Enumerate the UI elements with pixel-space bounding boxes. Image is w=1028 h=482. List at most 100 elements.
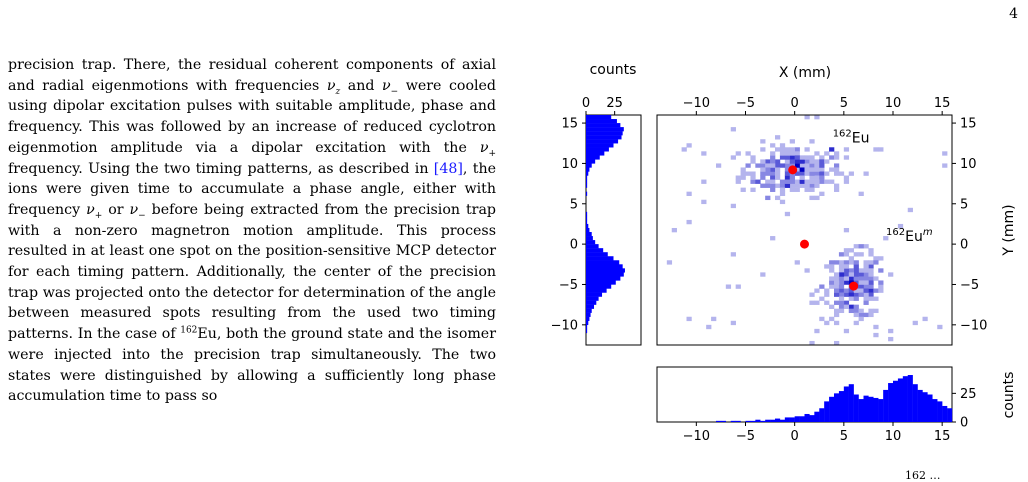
heatmap-cell [878,147,883,151]
heatmap-cell [873,325,878,329]
heatmap-cell [741,171,746,175]
heatmap-cell [775,176,780,180]
heatmap-cell [878,256,883,260]
heatmap-cell [750,171,755,175]
citation-link[interactable]: [48] [434,161,463,177]
x-tick-label-top: −10 [683,96,710,111]
heatmap-cell [814,171,819,175]
heatmap-cell [765,171,770,175]
heatmap-cell [859,244,864,248]
y-tick-label-right: −5 [960,278,979,293]
x-hist-bar [805,414,810,422]
y-hist-count-tick-label: 0 [582,96,590,111]
heatmap-cell [829,167,834,171]
heatmap-cell [829,155,834,159]
heatmap-cell [844,252,849,256]
heatmap-cell [824,321,829,325]
heatmap-cell [844,329,849,333]
y-hist-bar [586,301,596,305]
heatmap-cell [805,188,810,192]
heatmap-cell [839,260,844,264]
page-number: 4 [1009,6,1018,22]
x-hist-bar [790,417,795,422]
heatmap-cell [814,159,819,163]
heatmap-cell [800,176,805,180]
heatmap-cell [775,171,780,175]
heatmap-cell [809,184,814,188]
heatmap-cell [839,276,844,280]
x-hist-bar [716,421,721,422]
heatmap-cell [854,252,859,256]
y-tick-label-right: 10 [960,157,977,172]
heatmap-cell [809,196,814,200]
heatmap-cell [854,293,859,297]
y-hist-bar [586,313,591,317]
y-hist-bar [586,293,602,297]
heatmap-cell [819,180,824,184]
heatmap-cell [829,305,834,309]
heatmap-cell [814,163,819,167]
x-hist-bar [947,408,952,422]
y-hist-bar [586,329,587,333]
y-tick-label-right: 5 [960,197,968,212]
cluster-label: 162Eum [886,227,933,245]
heatmap-cell [687,220,692,224]
y-hist-bar [586,163,592,167]
heatmap-cell [839,289,844,293]
heatmap-cell [775,147,780,151]
heatmap-cell [839,301,844,305]
heatmap-cell [814,151,819,155]
heatmap-cell [785,176,790,180]
x-hist-bar [755,420,760,422]
heatmap-cell [760,167,765,171]
heatmap-cell [770,155,775,159]
y-hist-bar [586,309,592,313]
heatmap-cell [795,260,800,264]
heatmap-cell [829,264,834,268]
text-run: or [102,202,129,218]
heatmap-cell [809,301,814,305]
x-hist-bar [903,376,908,422]
y-hist-bar [586,232,592,236]
heatmap-cell [819,155,824,159]
heatmap-cell [775,196,780,200]
heatmap-cell [780,180,785,184]
heatmap-cell [854,272,859,276]
y-hist-bar [586,260,619,264]
y-tick-label-right: 15 [960,117,977,132]
x-hist-bar [932,399,937,422]
heatmap-cell [834,289,839,293]
heatmap-cell [873,276,878,280]
subscript: + [488,149,496,159]
heatmap-cell [731,252,736,256]
heatmap-cell [873,309,878,313]
x-histogram-axis-title: counts [1001,372,1017,419]
heatmap-cell [760,139,765,143]
heatmap-cell [770,163,775,167]
heatmap-cell [780,147,785,151]
heatmap-cell [844,264,849,268]
x-hist-bar [854,395,859,423]
heatmap-cell [765,159,770,163]
y-hist-bar [586,127,624,131]
heatmap-cell [741,188,746,192]
heatmap-cell [839,280,844,284]
x-hist-bar [765,420,770,422]
heatmap-cell [849,293,854,297]
heatmap-cell [780,155,785,159]
heatmap-cell [785,155,790,159]
heatmap-cell [760,184,765,188]
heatmap-cell [770,143,775,147]
heatmap-cell [834,284,839,288]
heatmap-cell [805,115,810,119]
x-hist-bar [770,420,775,422]
heatmap-cell [878,268,883,272]
heatmap-cell [805,147,810,151]
heatmap-cell [736,176,741,180]
heatmap-cell [859,313,864,317]
heatmap-cell [805,163,810,167]
heatmap-cell [829,280,834,284]
heatmap-cell [834,293,839,297]
heatmap-cell [790,184,795,188]
heatmap-cell [839,264,844,268]
